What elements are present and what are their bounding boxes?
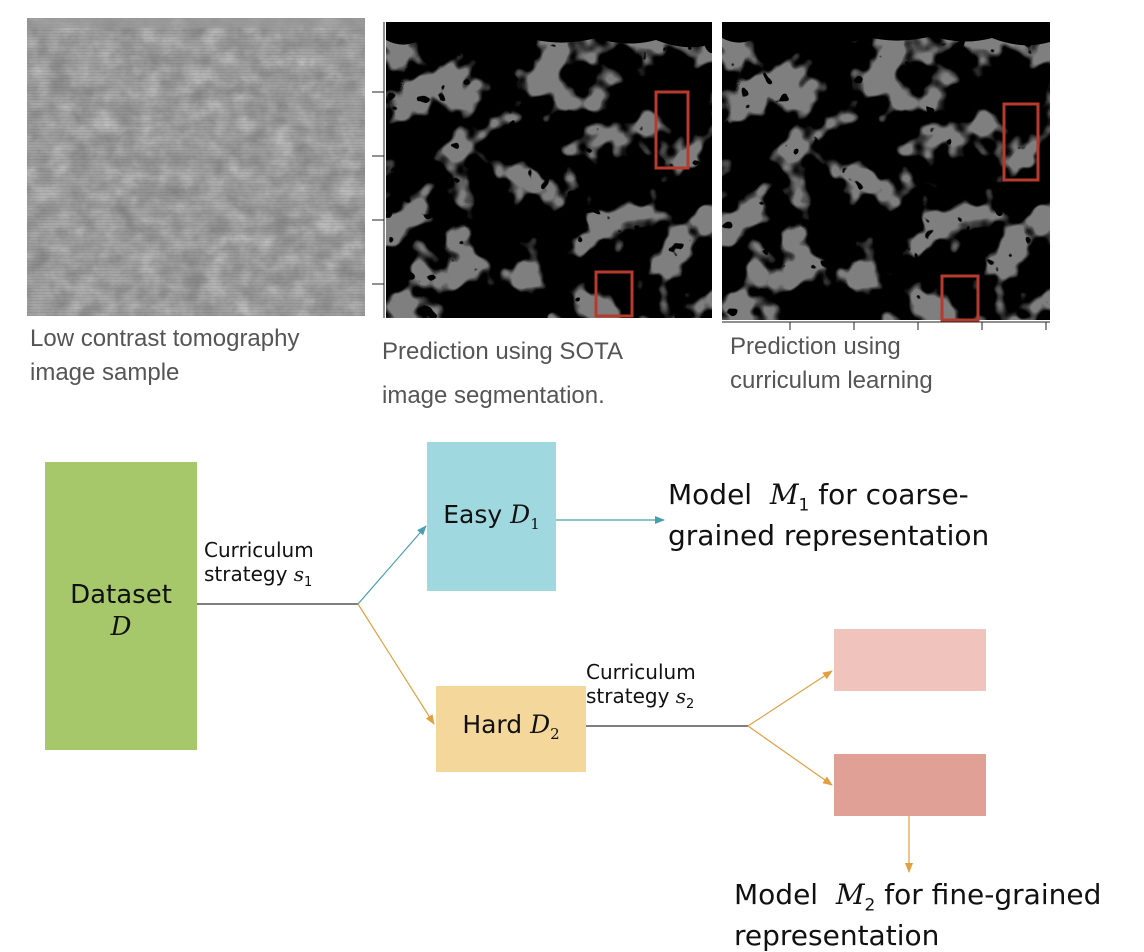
hard-label: Hard	[462, 710, 523, 739]
strategy2-symbol: s	[675, 684, 687, 708]
caption-line: image sample	[30, 359, 180, 386]
model2-label: Model M2 for fine-grained representation	[734, 880, 1101, 951]
sota-segmentation-image	[372, 22, 712, 318]
model1-prefix: Model	[668, 478, 761, 511]
caption-line: Low contrast tomography	[30, 325, 300, 352]
connector-arrow	[357, 525, 427, 605]
connector-arrow	[357, 603, 435, 725]
tomography-image	[27, 18, 365, 316]
model2-subscript: 2	[864, 895, 876, 916]
dataset-title: Dataset	[70, 580, 172, 610]
strategy1-line2: strategy	[204, 562, 288, 586]
caption-sota: Prediction using SOTA image segmentation…	[382, 330, 623, 418]
caption-line: image segmentation.	[382, 382, 605, 409]
model2-suffix: for fine-grained	[875, 878, 1102, 911]
caption-line: Prediction using SOTA	[382, 338, 623, 365]
caption-tomography: Low contrast tomography image sample	[30, 322, 299, 390]
caption-line: Prediction using	[730, 333, 901, 360]
hard-symbol: D	[530, 710, 551, 739]
curriculum-segmentation-image	[720, 22, 1060, 332]
model2-symbol: M	[835, 878, 865, 911]
model1-suffix: for coarse-	[809, 478, 969, 511]
easy-subscript: 1	[530, 515, 540, 533]
model1-subscript: 1	[798, 495, 810, 516]
strategy2-label: Curriculum strategy s2	[586, 660, 696, 717]
fine-box-lower	[834, 754, 986, 816]
model1-label: Model M1 for coarse- grained representat…	[668, 480, 989, 551]
strategy1-line1: Curriculum	[204, 538, 314, 562]
model2-prefix: Model	[734, 878, 827, 911]
model1-symbol: M	[769, 478, 799, 511]
strategy2-subscript: 2	[686, 697, 695, 712]
easy-symbol: D	[510, 500, 531, 529]
hard-box: Hard D2	[436, 686, 586, 772]
dataset-box: Dataset D	[45, 462, 197, 750]
connector-arrow	[747, 670, 833, 727]
model2-line2: representation	[734, 918, 940, 952]
dataset-symbol: D	[110, 612, 132, 642]
strategy1-label: Curriculum strategy s1	[204, 538, 314, 595]
strategy2-line1: Curriculum	[586, 660, 696, 684]
strategy1-subscript: 1	[304, 575, 313, 590]
hard-subscript: 2	[550, 725, 560, 743]
strategy1-symbol: s	[293, 562, 305, 586]
caption-curriculum: Prediction using curriculum learning	[730, 330, 933, 398]
fine-box-upper	[834, 629, 986, 691]
connector-arrow	[747, 725, 833, 786]
easy-box: Easy D1	[427, 442, 556, 591]
strategy2-line2: strategy	[586, 684, 670, 708]
caption-line: curriculum learning	[730, 367, 933, 394]
easy-label: Easy	[443, 500, 503, 529]
model1-line2: grained representation	[668, 518, 990, 552]
